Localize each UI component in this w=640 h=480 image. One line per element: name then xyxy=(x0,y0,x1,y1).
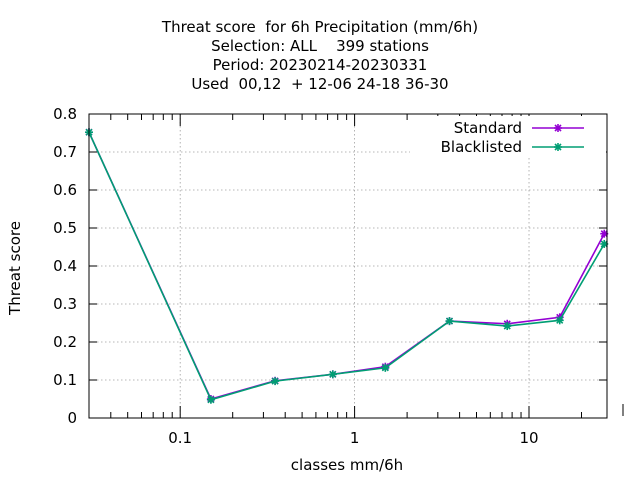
x-axis-label: classes mm/6h xyxy=(290,456,404,474)
data-point xyxy=(503,322,512,331)
data-point xyxy=(271,377,280,386)
y-tick-label: 0.5 xyxy=(53,219,77,237)
chart-title-line-1: Threat score for 6h Precipitation (mm/6h… xyxy=(161,18,479,36)
legend-label-standard: Standard xyxy=(454,119,522,137)
legend-label-blacklisted: Blacklisted xyxy=(441,138,522,156)
data-point xyxy=(445,317,454,326)
chart-title-line-4: Used 00,12 + 12-06 24-18 36-30 xyxy=(191,75,449,93)
chart-title-line-2: Selection: ALL 399 stations xyxy=(211,37,429,55)
x-tick-label: 10 xyxy=(519,429,538,447)
data-point xyxy=(328,370,337,379)
legend-background xyxy=(410,116,606,158)
y-tick-label: 0.4 xyxy=(53,257,77,275)
y-tick-label: 0.1 xyxy=(53,371,77,389)
x-tick-label: 1 xyxy=(350,429,360,447)
plot-frame xyxy=(88,113,608,419)
y-tick-label: 0 xyxy=(67,409,77,427)
data-point xyxy=(381,363,390,372)
y-tick-label: 0.2 xyxy=(53,333,77,351)
x-tick-label: 0.1 xyxy=(168,429,192,447)
legend-marker-blacklisted xyxy=(554,143,562,151)
chart-title-line-3: Period: 20230214-20230331 xyxy=(212,56,428,74)
data-point xyxy=(555,316,564,325)
y-tick-label: 0.8 xyxy=(53,105,77,123)
data-point xyxy=(206,395,215,404)
legend-marker-standard xyxy=(554,124,562,132)
y-tick-label: 0.6 xyxy=(53,181,77,199)
y-tick-label: 0.7 xyxy=(53,143,77,161)
y-tick-label: 0.3 xyxy=(53,295,77,313)
